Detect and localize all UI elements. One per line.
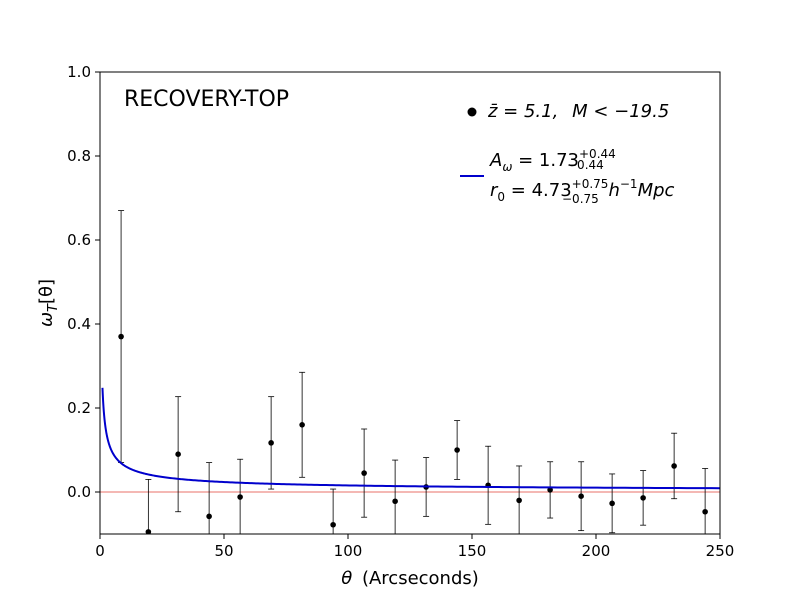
y-tick-label: 1.0	[67, 63, 91, 81]
y-tick-label: 0.8	[67, 147, 91, 165]
data-point-8	[361, 428, 368, 518]
data-marker	[392, 498, 398, 505]
panel-label: RECOVERY-TOP	[124, 87, 289, 112]
y-tick-label: 0.4	[67, 315, 91, 333]
x-tick-label: 250	[706, 542, 735, 560]
legend: z̄ = 5.1, M < −19.5 Aω = 1.73+0.44 −0.44…	[460, 101, 675, 206]
data-marker	[702, 508, 708, 515]
x-tick-label: 200	[582, 542, 611, 560]
legend-r0-lower: −0.75	[562, 192, 599, 206]
data-marker	[609, 500, 615, 507]
data-point-19	[702, 468, 709, 534]
y-tick-label: 0.6	[67, 231, 91, 249]
data-point-1	[145, 478, 152, 534]
y-axis-title: ωT[θ]	[36, 279, 61, 327]
legend-amplitude-lower: −0.44	[567, 158, 604, 172]
data-marker	[640, 495, 646, 501]
y-tick-label: 0.0	[67, 483, 91, 501]
axes: 0 50 100 150 200 250 0.0 0.2 0.4 0.6 0.8 1.0	[67, 63, 734, 560]
legend-entry-r0: r0 = 4.73+0.75h−1Mpc	[490, 177, 675, 204]
x-axis-title: θ (Arcseconds)	[341, 568, 479, 589]
data-point-15	[578, 461, 585, 532]
data-marker	[299, 422, 305, 428]
data-point-11	[454, 420, 461, 480]
data-point-17	[640, 470, 647, 526]
data-point-7	[330, 488, 337, 534]
data-marker	[516, 497, 522, 504]
legend-entry-amplitude: Aω = 1.73+0.44	[489, 147, 616, 174]
data-marker	[578, 493, 584, 500]
plot-area	[100, 72, 720, 534]
fit-line	[101, 387, 720, 490]
x-tick-label: 0	[95, 542, 105, 560]
data-point-16	[609, 473, 616, 534]
data-marker	[175, 451, 181, 458]
y-tick-label: 0.2	[67, 399, 91, 417]
data-marker	[206, 513, 212, 520]
data-point-2	[175, 396, 182, 513]
x-tick-label: 150	[458, 542, 487, 560]
data-point-4	[237, 458, 244, 534]
x-tick-label: 100	[334, 542, 363, 560]
data-marker	[547, 487, 553, 493]
data-marker	[454, 447, 460, 453]
data-marker	[118, 333, 124, 340]
data-marker	[330, 521, 336, 528]
legend-marker-data	[467, 107, 477, 117]
data-point-9	[392, 459, 399, 534]
data-point-6	[299, 371, 306, 478]
data-marker	[268, 440, 274, 446]
data-point-0	[118, 210, 125, 464]
data-marker	[145, 529, 152, 534]
data-point-5	[268, 396, 275, 490]
data-point-14	[547, 461, 554, 519]
data-point-13	[516, 465, 523, 534]
data-marker	[671, 463, 677, 469]
data-marker	[361, 470, 367, 476]
plot-layers	[100, 210, 720, 534]
x-tick-label: 50	[214, 542, 233, 560]
data-marker	[237, 494, 243, 500]
plot-frame	[99, 71, 721, 535]
legend-entry-data: z̄ = 5.1, M < −19.5	[487, 101, 669, 122]
